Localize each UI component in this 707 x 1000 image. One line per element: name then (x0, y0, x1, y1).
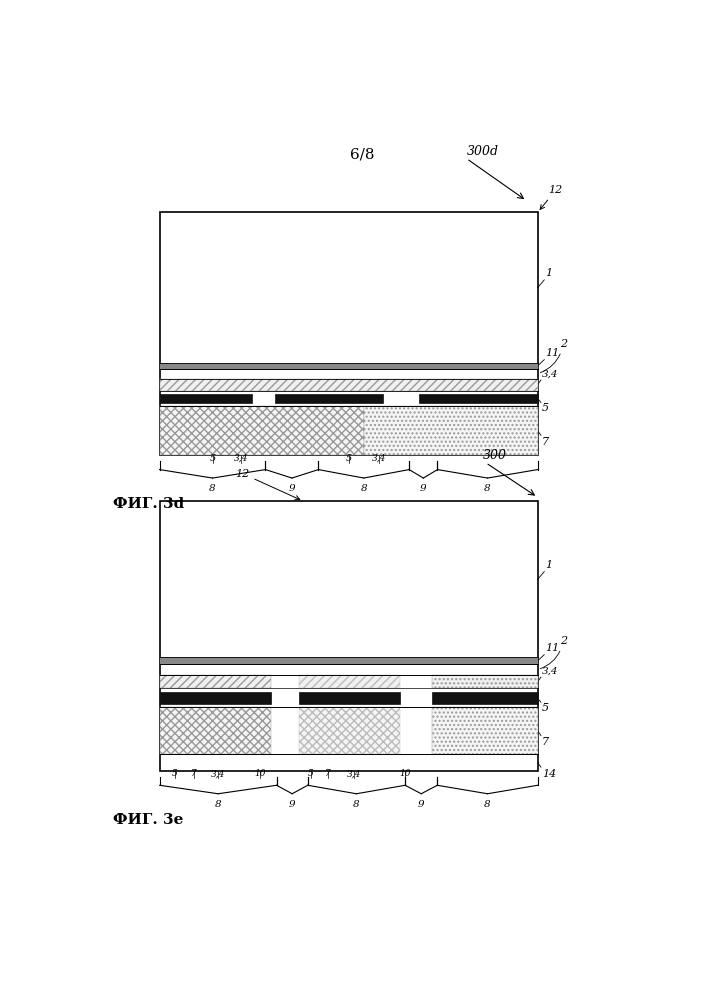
Bar (160, 363, 538, 369)
Text: 2: 2 (540, 636, 567, 669)
Text: 5: 5 (172, 769, 177, 778)
Bar (432, 675, 538, 688)
Text: 3,4: 3,4 (211, 769, 226, 778)
Text: 7: 7 (542, 437, 549, 447)
Text: 9: 9 (420, 484, 426, 493)
Text: 3,4: 3,4 (347, 769, 361, 778)
Text: 7: 7 (325, 769, 331, 778)
Bar (275, 394, 382, 403)
Text: 5: 5 (542, 403, 549, 413)
Text: 3,4: 3,4 (542, 369, 559, 378)
Text: 300: 300 (483, 449, 507, 462)
Bar (160, 379, 538, 391)
Bar (160, 394, 252, 403)
Text: 5: 5 (209, 454, 216, 463)
Bar (160, 707, 271, 754)
Bar (300, 675, 399, 688)
Text: 5: 5 (346, 454, 352, 463)
Text: 11: 11 (545, 348, 560, 358)
Text: ФИГ. 3e: ФИГ. 3e (113, 813, 183, 827)
Text: 8: 8 (484, 484, 491, 493)
Text: 8: 8 (215, 800, 221, 809)
Text: 8: 8 (353, 800, 360, 809)
Text: 1: 1 (545, 560, 552, 570)
Bar (160, 501, 538, 771)
Text: 6/8: 6/8 (350, 148, 375, 162)
Text: 8: 8 (484, 800, 491, 809)
Text: 9: 9 (418, 800, 424, 809)
Text: 7: 7 (191, 769, 197, 778)
Bar (364, 406, 538, 455)
Text: 8: 8 (209, 484, 216, 493)
Text: 12: 12 (540, 185, 563, 209)
Bar (160, 406, 364, 455)
Text: 10: 10 (254, 769, 266, 778)
Bar (300, 707, 399, 754)
Text: 5: 5 (542, 703, 549, 713)
Bar (432, 692, 538, 704)
Text: 3,4: 3,4 (542, 667, 559, 676)
Bar (300, 692, 399, 704)
Text: 3,4: 3,4 (234, 454, 248, 463)
Text: 2: 2 (540, 339, 567, 373)
Text: 10: 10 (399, 769, 411, 778)
Text: 8: 8 (361, 484, 367, 493)
Text: 9: 9 (288, 484, 296, 493)
Text: 7: 7 (542, 737, 549, 747)
Text: 300d: 300d (467, 145, 498, 158)
Text: 5: 5 (308, 769, 314, 778)
Text: 11: 11 (545, 643, 560, 653)
Text: 12: 12 (235, 469, 300, 500)
Bar (419, 394, 538, 403)
Bar (432, 707, 538, 754)
Bar (160, 692, 271, 704)
Bar (160, 212, 538, 455)
Text: ФИГ. 3d: ФИГ. 3d (113, 497, 185, 511)
Text: 1: 1 (545, 268, 552, 278)
Text: 14: 14 (542, 769, 556, 779)
Text: 9: 9 (289, 800, 296, 809)
Bar (160, 675, 271, 688)
Bar (160, 657, 538, 664)
Text: 3,4: 3,4 (372, 454, 386, 463)
